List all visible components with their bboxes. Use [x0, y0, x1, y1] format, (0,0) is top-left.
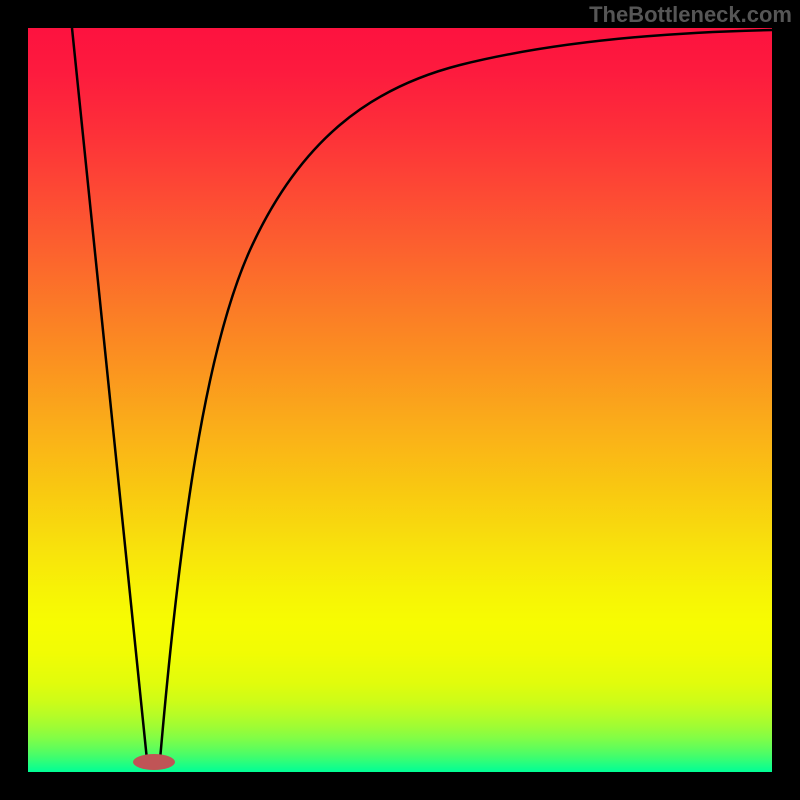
- watermark-text: TheBottleneck.com: [589, 2, 792, 28]
- bottleneck-marker: [133, 754, 175, 770]
- gradient-background: [28, 28, 772, 772]
- chart-root: TheBottleneck.com: [0, 0, 800, 800]
- bottleneck-chart: [0, 0, 800, 800]
